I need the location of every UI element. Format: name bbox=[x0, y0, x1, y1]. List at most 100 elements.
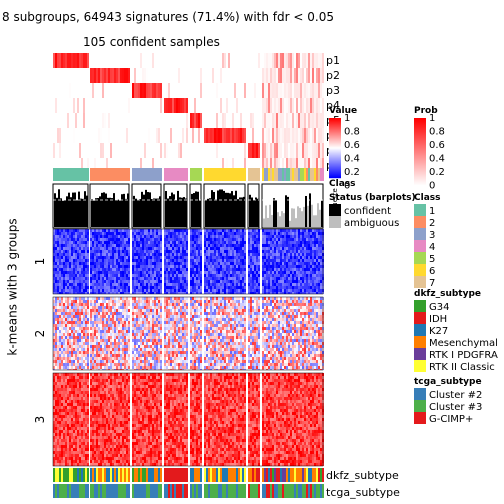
heatmap-cell bbox=[81, 306, 83, 309]
prob-cell bbox=[254, 158, 256, 173]
heatmap-cell bbox=[292, 289, 294, 292]
heatmap-cell bbox=[160, 283, 162, 286]
prob-cell bbox=[63, 68, 65, 83]
prob-cell bbox=[292, 83, 294, 98]
heatmap-cell bbox=[240, 280, 242, 283]
heatmap-cell bbox=[220, 289, 222, 292]
heatmap-cell bbox=[258, 283, 260, 286]
heatmap-cell bbox=[320, 283, 322, 286]
heatmap-cell bbox=[69, 324, 71, 327]
heatmap-cell bbox=[142, 244, 144, 247]
silhouette-bar bbox=[231, 191, 233, 227]
prob-cell bbox=[176, 158, 178, 173]
heatmap-cell bbox=[142, 277, 144, 280]
heatmap-cell bbox=[102, 324, 104, 327]
class-cell bbox=[118, 168, 120, 181]
heatmap-cell bbox=[296, 250, 298, 253]
heatmap-cell bbox=[77, 286, 79, 289]
heatmap-cell bbox=[110, 324, 112, 327]
heatmap-cell bbox=[212, 250, 214, 253]
heatmap-cell bbox=[168, 253, 170, 256]
heatmap-cell bbox=[116, 265, 118, 268]
heatmap-cell bbox=[122, 256, 124, 259]
heatmap-cell bbox=[302, 229, 304, 232]
prob-cell bbox=[87, 68, 89, 83]
heatmap-cell bbox=[290, 247, 292, 250]
heatmap-cell bbox=[94, 289, 96, 292]
heatmap-cell bbox=[288, 292, 290, 294]
prob-cell bbox=[240, 158, 242, 173]
prob-cell bbox=[98, 53, 100, 68]
heatmap-cell bbox=[306, 250, 308, 253]
heatmap-cell bbox=[256, 289, 258, 292]
heatmap-cell bbox=[114, 250, 116, 253]
heatmap-cell bbox=[104, 324, 106, 327]
heatmap-cell bbox=[124, 306, 126, 309]
heatmap-cell bbox=[244, 280, 246, 283]
prob-cell bbox=[252, 98, 254, 113]
heatmap-cell bbox=[87, 366, 89, 369]
silhouette-bar bbox=[317, 203, 319, 227]
heatmap-cell bbox=[174, 256, 176, 259]
heatmap-cell bbox=[184, 247, 186, 250]
prob-cell bbox=[198, 68, 200, 83]
heatmap-cell bbox=[198, 268, 200, 271]
class-cell bbox=[262, 168, 264, 181]
heatmap-cell bbox=[104, 241, 106, 244]
heatmap-cell bbox=[250, 280, 252, 283]
heatmap-cell bbox=[138, 292, 140, 294]
heatmap-cell bbox=[53, 315, 55, 318]
prob-cell bbox=[278, 98, 280, 113]
prob-cell bbox=[77, 53, 79, 68]
heatmap-cell bbox=[67, 274, 69, 277]
heatmap-cell bbox=[288, 238, 290, 241]
heatmap-cell bbox=[224, 280, 226, 283]
class-cell bbox=[264, 168, 266, 181]
prob-cell bbox=[298, 113, 300, 128]
heatmap-cell bbox=[212, 229, 214, 232]
silhouette-bar bbox=[215, 199, 217, 227]
heatmap-cell bbox=[98, 250, 100, 253]
heatmap-cell bbox=[73, 250, 75, 253]
class-cell bbox=[87, 168, 89, 181]
heatmap-cell bbox=[128, 318, 130, 321]
prob-cell bbox=[276, 113, 278, 128]
heatmap-cell bbox=[77, 318, 79, 321]
heatmap-cell bbox=[92, 265, 94, 268]
heatmap-cell bbox=[96, 339, 98, 342]
heatmap-cell bbox=[182, 235, 184, 238]
prob-cell bbox=[94, 113, 96, 128]
prob-cell bbox=[238, 53, 240, 68]
heatmap-cell bbox=[238, 283, 240, 286]
heatmap-cell bbox=[126, 253, 128, 256]
heatmap-cell bbox=[204, 256, 206, 259]
heatmap-cell bbox=[292, 280, 294, 283]
heatmap-cell bbox=[242, 286, 244, 289]
heatmap-cell bbox=[164, 232, 166, 235]
heatmap-cell bbox=[304, 253, 306, 256]
heatmap-cell bbox=[150, 283, 152, 286]
class-cell bbox=[174, 168, 176, 181]
class-cell bbox=[228, 168, 230, 181]
heatmap-cell bbox=[61, 327, 63, 330]
heatmap-cell bbox=[290, 238, 292, 241]
heatmap-cell bbox=[184, 238, 186, 241]
heatmap-cell bbox=[94, 321, 96, 324]
heatmap-cell bbox=[306, 286, 308, 289]
heatmap-cell bbox=[87, 363, 89, 366]
heatmap-cell bbox=[71, 241, 73, 244]
prob-cell bbox=[240, 143, 242, 158]
heatmap-cell bbox=[308, 268, 310, 271]
heatmap-cell bbox=[116, 250, 118, 253]
heatmap-cell bbox=[214, 265, 216, 268]
heatmap-cell bbox=[83, 333, 85, 336]
prob-cell bbox=[226, 83, 228, 98]
heatmap-cell bbox=[250, 247, 252, 250]
heatmap-cell bbox=[314, 247, 316, 250]
heatmap-cell bbox=[87, 360, 89, 363]
heatmap-cell bbox=[156, 283, 158, 286]
heatmap-cell bbox=[110, 259, 112, 262]
prob-cell bbox=[194, 158, 196, 173]
heatmap-cell bbox=[234, 286, 236, 289]
heatmap-cell bbox=[316, 259, 318, 262]
